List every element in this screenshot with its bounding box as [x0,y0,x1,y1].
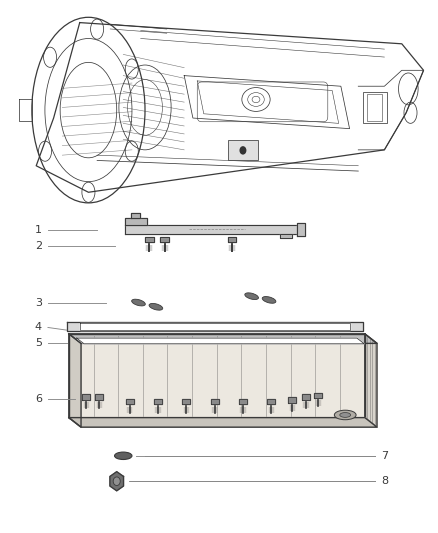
Text: 8: 8 [381,477,388,486]
Circle shape [113,477,120,486]
Polygon shape [145,237,154,242]
Bar [367,94,382,120]
Polygon shape [288,398,296,403]
Circle shape [240,146,247,155]
Polygon shape [184,76,350,128]
Polygon shape [239,399,247,405]
Polygon shape [126,399,134,405]
Polygon shape [160,237,169,242]
Polygon shape [267,399,275,405]
Ellipse shape [245,293,258,300]
Ellipse shape [340,413,351,417]
Polygon shape [69,418,377,427]
Polygon shape [67,322,363,331]
Ellipse shape [334,410,356,419]
Polygon shape [154,399,162,405]
Polygon shape [131,214,140,217]
Polygon shape [77,338,364,344]
Polygon shape [69,334,365,418]
Text: 7: 7 [381,451,388,461]
Polygon shape [125,217,147,225]
Polygon shape [69,334,81,427]
Polygon shape [228,237,237,242]
Text: 3: 3 [35,297,42,308]
Text: 4: 4 [35,322,42,333]
Polygon shape [82,394,90,400]
Polygon shape [110,472,124,491]
Polygon shape [19,100,32,120]
Polygon shape [280,233,292,238]
Text: 2: 2 [35,241,42,252]
Ellipse shape [262,296,276,303]
Polygon shape [80,323,350,330]
Polygon shape [302,394,310,400]
Text: 1: 1 [35,225,42,236]
Polygon shape [211,399,219,405]
Ellipse shape [115,452,132,459]
Polygon shape [125,225,297,233]
Polygon shape [69,334,377,343]
Ellipse shape [149,303,163,310]
Ellipse shape [132,299,145,306]
Polygon shape [314,393,322,398]
Polygon shape [36,22,424,192]
Bar [228,140,258,160]
Polygon shape [183,399,190,405]
Polygon shape [95,394,103,400]
Bar [363,92,387,123]
Text: 5: 5 [35,338,42,349]
Polygon shape [365,334,377,427]
Polygon shape [297,223,305,236]
Text: 6: 6 [35,394,42,404]
